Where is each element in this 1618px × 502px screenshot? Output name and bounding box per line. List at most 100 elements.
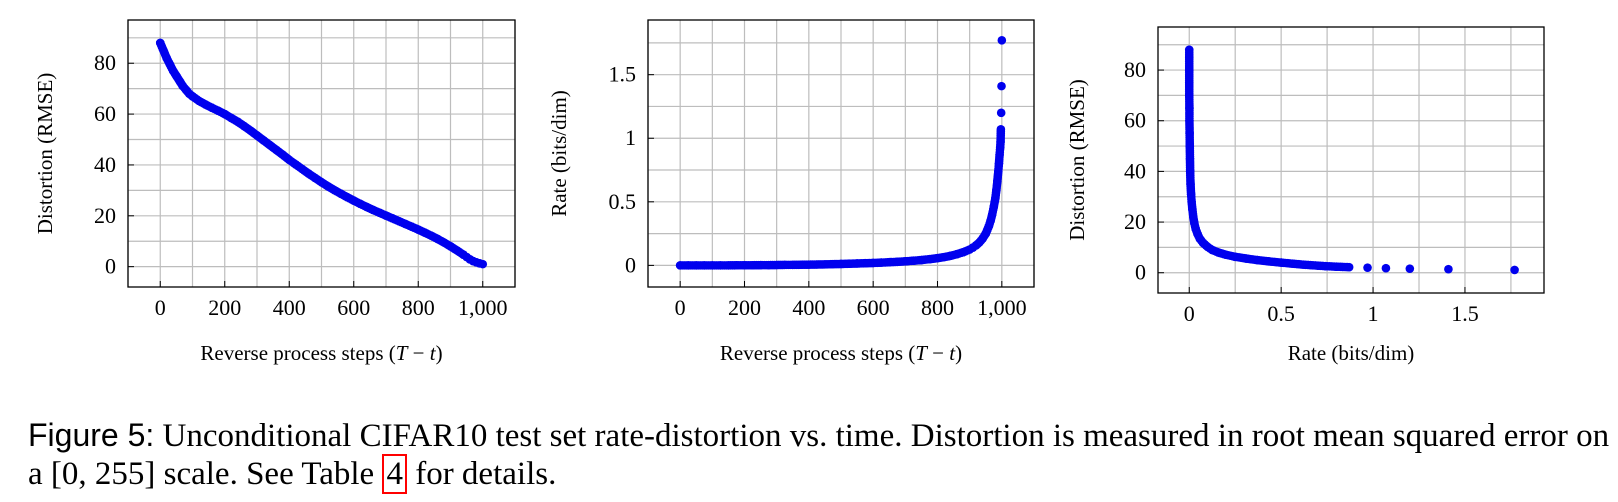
y-tick-label: 40 — [94, 152, 116, 177]
data-point — [884, 257, 894, 267]
data-point — [699, 261, 709, 270]
data-point — [388, 214, 397, 223]
data-point — [226, 113, 236, 123]
data-point — [272, 145, 281, 155]
data-point — [446, 242, 455, 251]
data-point — [1331, 262, 1341, 271]
data-point — [259, 135, 268, 145]
data-point — [1187, 197, 1196, 207]
data-point — [159, 46, 168, 55]
data-point — [155, 38, 165, 48]
data-point — [991, 193, 1000, 203]
data-point — [1363, 263, 1372, 272]
data-point — [993, 167, 1003, 176]
data-point — [426, 231, 436, 240]
x-tick-label: 400 — [273, 295, 306, 320]
y-tick-label: 80 — [1124, 57, 1146, 82]
data-point — [917, 255, 926, 265]
data-point — [284, 155, 294, 165]
data-point — [420, 228, 430, 237]
data-point — [297, 164, 307, 174]
data-point — [958, 247, 968, 257]
data-point — [1185, 167, 1195, 176]
data-point — [1381, 263, 1391, 273]
data-point — [1185, 141, 1195, 151]
data-point — [1241, 254, 1251, 263]
data-point — [994, 159, 1004, 168]
data-point — [868, 258, 878, 268]
data-point — [1444, 264, 1453, 274]
x-axis-label: Rate (bits/dim) — [1288, 341, 1415, 365]
data-point — [1188, 212, 1198, 222]
x-tick-label: 800 — [921, 295, 954, 320]
data-point — [1320, 261, 1330, 271]
data-point — [708, 261, 717, 270]
data-point — [996, 108, 1006, 118]
data-point — [362, 202, 371, 212]
plot-frame — [647, 19, 1035, 288]
data-point — [304, 169, 313, 178]
data-point — [220, 109, 230, 119]
data-point — [683, 261, 693, 270]
data-point — [909, 256, 918, 265]
data-point — [214, 106, 223, 116]
data-point — [989, 202, 999, 212]
y-tick-label: 60 — [1124, 108, 1146, 133]
x-axis-label: Reverse process steps (T − t) — [720, 341, 962, 365]
data-point — [852, 259, 862, 268]
data-point — [740, 260, 749, 270]
data-point — [368, 205, 378, 215]
y-tick-label: 0.5 — [609, 189, 637, 214]
data-point — [748, 260, 757, 270]
data-point — [394, 216, 404, 226]
x-tick-label: 1.5 — [1451, 301, 1479, 326]
data-point — [452, 246, 462, 255]
data-point — [1313, 261, 1323, 270]
data-point — [233, 117, 242, 127]
plot-frame — [1157, 26, 1545, 294]
data-point — [291, 160, 301, 169]
data-point — [349, 196, 359, 205]
data-point — [997, 36, 1007, 45]
x-tick-label: 1,000 — [458, 295, 508, 320]
y-tick-label: 1 — [625, 125, 636, 150]
caption-text: Unconditional CIFAR10 test set rate-dist… — [28, 418, 1610, 492]
y-tick-label: 60 — [94, 101, 116, 126]
data-point — [407, 222, 417, 232]
data-point — [343, 192, 352, 202]
data-point — [162, 53, 171, 63]
data-point — [987, 210, 997, 219]
y-tick-label: 20 — [1124, 209, 1146, 234]
data-point — [355, 199, 365, 209]
data-point — [1184, 65, 1194, 75]
data-point — [732, 260, 741, 270]
data-point — [820, 260, 830, 269]
table-reference-link[interactable]: 4 — [382, 454, 407, 494]
y-tick-label: 0 — [625, 252, 636, 277]
data-point — [876, 258, 886, 267]
data-point — [691, 261, 701, 270]
data-point — [381, 211, 391, 220]
x-axis-label: Reverse process steps (T − t) — [200, 341, 442, 365]
data-point — [992, 186, 1001, 195]
data-point — [860, 258, 870, 268]
data-point — [812, 260, 822, 269]
data-point — [1184, 78, 1194, 88]
data-point — [201, 100, 210, 109]
data-point — [844, 259, 854, 269]
data-point — [788, 260, 798, 270]
data-point — [413, 225, 423, 234]
x-tick-label: 0.5 — [1267, 301, 1295, 326]
x-tick-label: 200 — [208, 295, 241, 320]
y-axis-label: Distortion (RMSE) — [1065, 79, 1089, 241]
y-tick-label: 0 — [1135, 260, 1146, 285]
data-point — [1287, 259, 1297, 268]
chart-3: 0 0.5 1 1.5 0 20 40 60 80 Rate (bits/dim) Distorti… — [1065, 26, 1545, 365]
x-tick-label: 400 — [792, 295, 825, 320]
data-point — [780, 260, 790, 270]
y-tick-label: 0 — [105, 254, 116, 279]
figure-caption: Figure 5: Unconditional CIFAR10 test set… — [28, 416, 1613, 494]
data-point — [401, 219, 410, 229]
y-tick-label: 40 — [1124, 158, 1146, 183]
